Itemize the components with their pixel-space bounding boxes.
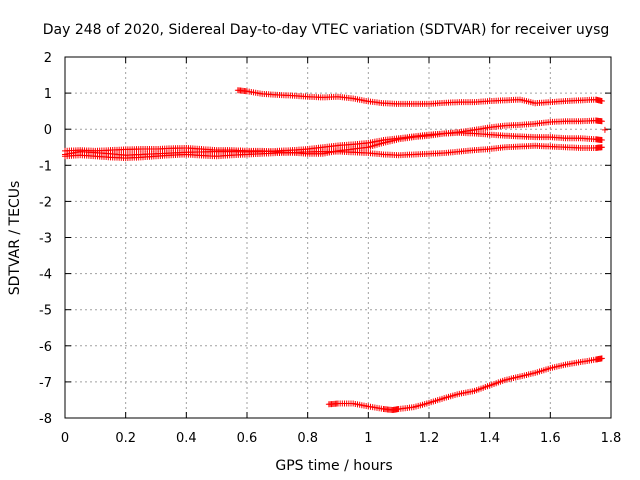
data-point	[598, 144, 605, 151]
x-tick-label: 1.4	[479, 431, 500, 446]
x-tick-label: 1.2	[419, 431, 440, 446]
data-markers	[62, 87, 608, 414]
y-tick-label: 2	[44, 51, 52, 66]
data-point	[598, 118, 605, 125]
grid-lines	[65, 57, 611, 418]
x-tick-label: 1.6	[540, 431, 561, 446]
x-tick-label: 0.2	[115, 431, 136, 446]
y-tick-label: -3	[39, 232, 52, 247]
x-tick-label: 0.6	[237, 431, 258, 446]
y-tick-label: 0	[44, 123, 52, 138]
y-axis: -8 -7 -6 -5 -4 -3 -2 -1 0 1 2	[39, 51, 611, 427]
x-tick-label: 0.4	[176, 431, 197, 446]
y-tick-label: -2	[39, 195, 52, 210]
data-point	[598, 137, 605, 144]
y-tick-label: -6	[39, 340, 52, 355]
y-tick-label: -1	[39, 159, 52, 174]
x-tick-label: 1	[364, 431, 372, 446]
data-point	[598, 98, 605, 105]
data-point	[598, 355, 605, 362]
y-tick-label: 1	[44, 87, 52, 102]
chart-title: Day 248 of 2020, Sidereal Day-to-day VTE…	[43, 22, 610, 38]
y-tick-label: -4	[39, 268, 52, 283]
y-tick-label: -5	[39, 304, 52, 319]
y-axis-label: SDTVAR / TECUs	[7, 181, 23, 296]
y-tick-label: -8	[39, 412, 52, 427]
series-track-low	[325, 355, 605, 414]
y-tick-label: -7	[39, 376, 52, 391]
series-track-c	[62, 142, 605, 162]
x-tick-label: 0.8	[297, 431, 318, 446]
x-tick-label: 1.8	[601, 431, 622, 446]
x-axis: 0 0.2 0.4 0.6 0.8 1 1.2 1.4 1.6 1.8	[61, 57, 621, 446]
x-axis-label: GPS time / hours	[275, 458, 392, 474]
series-track-upper	[234, 87, 605, 107]
data-point	[601, 126, 608, 133]
x-tick-label: 0	[61, 431, 69, 446]
